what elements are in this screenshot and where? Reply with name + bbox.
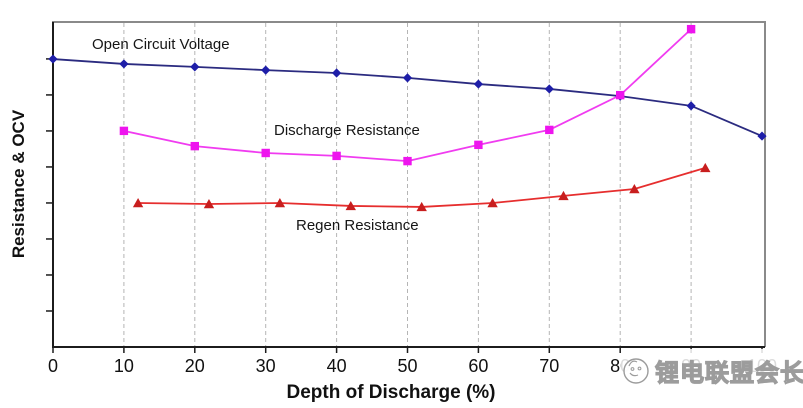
data-point-open-circuit-voltage	[402, 73, 413, 83]
data-point-regen-resistance	[132, 198, 144, 208]
data-point-regen-resistance	[629, 184, 640, 194]
series-label-discharge-resistance: Discharge Resistance	[274, 122, 420, 139]
series-label-open-circuit-voltage: Open Circuit Voltage	[92, 36, 230, 53]
data-point-open-circuit-voltage	[544, 84, 554, 94]
series-label-regen-resistance: Regen Resistance	[296, 217, 419, 234]
x-axis-title: Depth of Discharge (%)	[286, 382, 496, 403]
data-point-open-circuit-voltage	[261, 65, 271, 75]
data-point-open-circuit-voltage	[757, 131, 767, 141]
watermark: 锂电联盟会长	[621, 349, 803, 391]
x-tick-label: 60	[468, 356, 488, 376]
x-tick-label: 40	[327, 356, 347, 376]
data-point-regen-resistance	[416, 201, 427, 212]
data-point-open-circuit-voltage	[473, 79, 483, 89]
data-point-discharge-resistance	[119, 126, 129, 136]
x-tick-label: 70	[539, 356, 559, 376]
data-point-discharge-resistance	[190, 141, 199, 151]
data-point-discharge-resistance	[616, 90, 625, 100]
x-tick-label: 10	[114, 356, 134, 376]
data-point-discharge-resistance	[332, 151, 341, 161]
data-point-regen-resistance	[345, 200, 356, 211]
data-point-open-circuit-voltage	[190, 62, 200, 72]
data-point-regen-resistance	[274, 198, 286, 208]
data-point-discharge-resistance	[261, 148, 270, 158]
data-point-discharge-resistance	[686, 24, 696, 34]
x-tick-label: 50	[397, 356, 417, 376]
data-point-regen-resistance	[558, 190, 569, 201]
data-point-open-circuit-voltage	[686, 101, 696, 111]
x-tick-label: 30	[256, 356, 276, 376]
data-point-open-circuit-voltage	[332, 68, 342, 78]
y-axis-title: Resistance & OCV	[9, 109, 28, 259]
watermark-text: 锂电联盟会长	[654, 359, 803, 387]
data-point-regen-resistance	[487, 198, 498, 208]
data-point-open-circuit-voltage	[48, 54, 58, 64]
data-point-open-circuit-voltage	[119, 59, 129, 69]
data-point-discharge-resistance	[545, 125, 554, 135]
data-point-discharge-resistance	[403, 156, 412, 166]
x-tick-label: 20	[185, 356, 205, 376]
mascot-circle-icon	[623, 358, 649, 384]
data-point-regen-resistance	[700, 162, 711, 173]
x-tick-label: 0	[48, 356, 58, 376]
data-point-regen-resistance	[203, 199, 215, 209]
data-point-discharge-resistance	[474, 140, 483, 150]
